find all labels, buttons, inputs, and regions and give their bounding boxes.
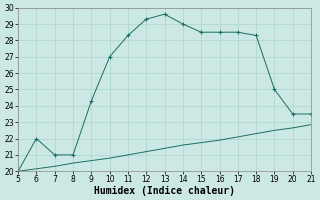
X-axis label: Humidex (Indice chaleur): Humidex (Indice chaleur)	[94, 186, 235, 196]
